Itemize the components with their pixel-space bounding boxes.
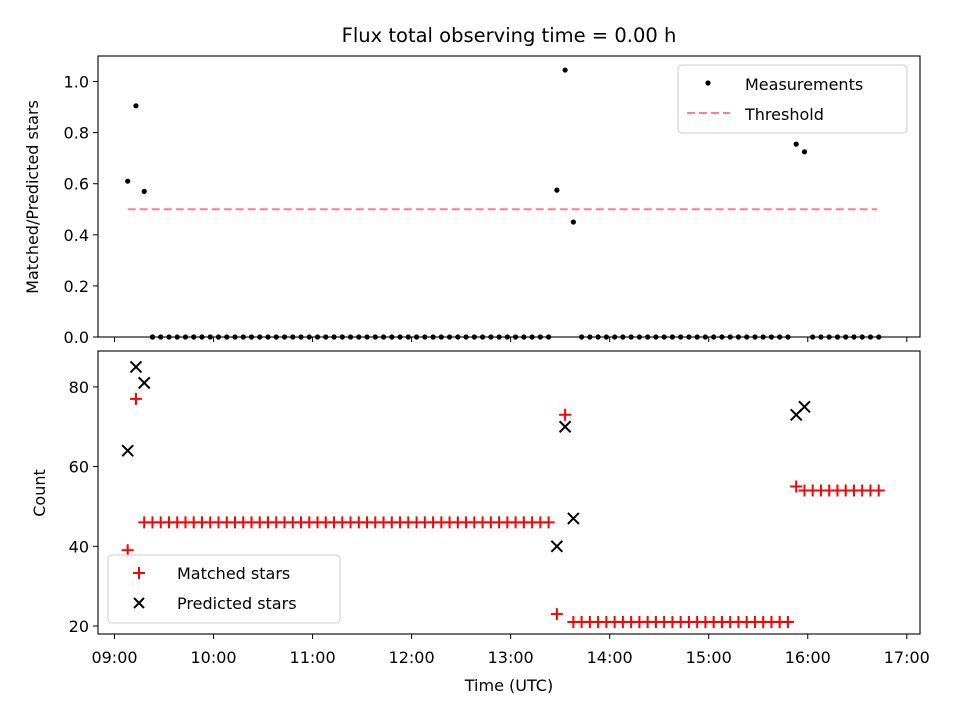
legend-predicted-stars-marker [133,597,145,609]
measurement-point [793,141,799,147]
top-legend-frame [677,64,908,134]
predicted-star-point [558,420,572,433]
legend-measurements-label: Measurements [745,75,863,94]
legend-threshold-label: Threshold [744,105,824,124]
legend-matched-stars-label: Matched stars [177,564,290,583]
bottom-x-tick-label: 13:00 [488,648,534,667]
bottom-x-tick-label: 17:00 [884,648,930,667]
bottom-chart-x-axis-label: Time (UTC) [464,676,553,695]
top-chart: 0.0 0.2 0.4 0.6 0.8 1.0 Matched/Predicted sta… [23,55,921,347]
legend-matched-stars-marker [133,567,145,579]
bottom-x-tick-label: 10:00 [190,648,236,667]
bottom-x-tick-label: 09:00 [91,648,137,667]
bottom-chart-y-ticks: 20 40 60 80 [69,378,98,636]
top-chart-title: Flux total observing time = 0.00 h [342,24,677,47]
predicted-star-point [798,400,811,414]
measurement-point [125,178,131,184]
bottom-x-tick-label: 16:00 [785,648,831,667]
matched-star-point [781,616,794,629]
top-chart-frame [97,55,921,338]
legend-predicted-stars-label: Predicted stars [177,594,297,613]
bottom-chart-legend: Matched stars Predicted stars [107,554,341,624]
measurement-point [801,149,808,155]
top-y-tick-label: 0.6 [64,175,89,194]
matched-star-point [542,516,555,529]
measurement-point [133,103,139,109]
top-chart-y-axis-label: Matched/Predicted stars [23,100,42,294]
matched-star-point [872,484,885,497]
bottom-y-tick-label: 40 [69,537,89,556]
measurement-point [562,67,568,73]
predicted-star-point [129,360,143,374]
bottom-y-tick-label: 20 [69,617,89,636]
bottom-x-tick-label: 11:00 [290,648,336,667]
top-y-tick-label: 0.8 [64,124,89,143]
matched-star-point [129,392,142,405]
bottom-x-tick-label: 12:00 [389,648,435,667]
top-y-tick-label: 0.4 [64,226,89,245]
bottom-chart-x-ticks: 09:00 10:00 11:00 12:00 13:00 14:00 15:00 16:00… [91,634,930,667]
bottom-y-tick-label: 60 [69,458,89,477]
top-chart-legend: Measurements Threshold [677,64,908,134]
matched-star-point [559,408,572,421]
predicted-star-point [550,540,564,553]
predicted-star-point [567,512,580,525]
bottom-chart: 20 40 60 80 09:00 10:00 11:00 12:00 13:00 14:00 1… [30,350,930,695]
top-y-tick-label: 0.0 [64,328,89,347]
legend-measurements-marker [705,80,711,86]
top-y-tick-label: 1.0 [64,73,89,92]
measurement-point [554,187,560,193]
bottom-legend-frame [107,554,341,624]
measurement-point [141,188,147,194]
matched-star-point [550,608,563,621]
predicted-star-point [121,444,134,457]
top-y-tick-label: 0.2 [64,277,89,296]
matched-star-point [790,480,803,493]
top-chart-x-ticks [114,337,908,342]
predicted-star-point [138,376,151,390]
bottom-x-tick-label: 14:00 [587,648,633,667]
bottom-y-tick-label: 80 [69,378,89,397]
bottom-x-tick-label: 15:00 [686,648,732,667]
measurement-point [570,219,576,225]
bottom-chart-frame [97,350,921,635]
matched-star-point [121,544,134,557]
top-chart-y-ticks: 0.0 0.2 0.4 0.6 0.8 1.0 [64,73,98,347]
bottom-chart-y-axis-label: Count [30,469,49,517]
bottom-chart-plot-area [121,360,885,629]
